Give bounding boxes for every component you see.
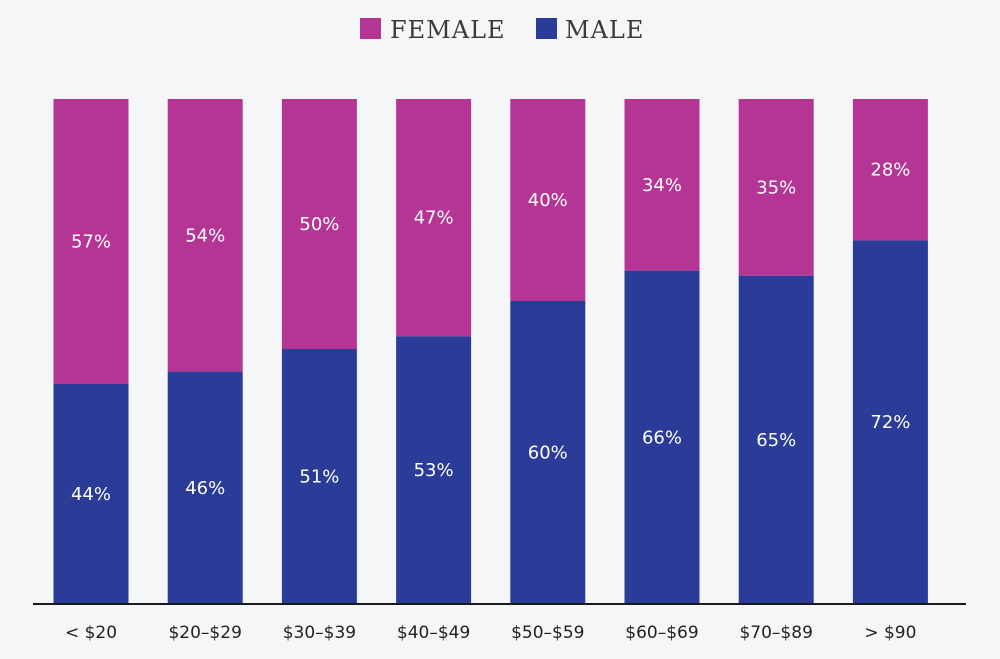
x-tick-label-70-89: $70–$89: [739, 623, 812, 643]
legend-swatch-female: [360, 18, 381, 39]
bar-female-20: [53, 99, 129, 384]
legend-label-male: MALE: [565, 16, 644, 44]
bar-male-20: [53, 384, 129, 604]
bar-male-40-49: [396, 336, 472, 604]
bar-male-30-39: [281, 349, 357, 604]
data-label-male-50-59: 60%: [528, 443, 568, 464]
data-label-female-50-59: 40%: [528, 190, 568, 211]
x-tick-labels: < $20 $20–$29 $30–$39 $40–$49 $50–$59 $60–$69…: [65, 623, 917, 643]
data-label-male-30-39: 51%: [299, 467, 339, 488]
x-tick-label-50-59: $50–$59: [511, 623, 584, 643]
bar-male-50-59: [510, 301, 586, 604]
bar-male-60-69: [624, 270, 700, 604]
legend-label-female: FEMALE: [390, 16, 506, 44]
data-label-female-90: 28%: [870, 160, 910, 181]
x-tick-label-60-69: $60–$69: [625, 623, 698, 643]
x-tick-label-90: > $90: [864, 623, 916, 643]
x-tick-label-20-29: $20–$29: [168, 623, 241, 643]
x-tick-label-20: < $20: [65, 623, 117, 643]
bars-group: 57% 44% 54% 46% 50% 51% 47% 53% 40% 60% 34% 66% 35% 6…: [53, 99, 928, 604]
legend: FEMALE MALE: [360, 16, 644, 44]
bar-female-60-69: [624, 99, 700, 271]
bar-male-90: [852, 240, 928, 604]
bar-female-40-49: [396, 99, 472, 337]
bar-female-70-89: [738, 99, 814, 276]
x-tick-label-40-49: $40–$49: [397, 623, 470, 643]
bar-female-50-59: [510, 99, 586, 301]
legend-swatch-male: [536, 18, 557, 39]
bar-male-70-89: [738, 275, 814, 604]
data-label-male-20: 44%: [71, 484, 111, 505]
data-label-female-20-29: 54%: [185, 225, 225, 246]
data-label-male-40-49: 53%: [414, 460, 454, 481]
data-label-female-70-89: 35%: [756, 177, 796, 198]
data-label-female-60-69: 34%: [642, 175, 682, 196]
data-label-male-20-29: 46%: [185, 478, 225, 499]
bar-female-20-29: [167, 99, 243, 372]
data-label-female-40-49: 47%: [414, 208, 454, 229]
data-label-male-60-69: 66%: [642, 427, 682, 448]
bar-female-30-39: [281, 99, 357, 349]
bar-male-20-29: [167, 371, 243, 604]
data-label-male-70-89: 65%: [756, 430, 796, 451]
bar-female-90: [852, 99, 928, 241]
data-label-female-30-39: 50%: [299, 214, 339, 235]
x-tick-label-30-39: $30–$39: [283, 623, 356, 643]
data-label-male-90: 72%: [870, 412, 910, 433]
data-label-female-20: 57%: [71, 232, 111, 253]
